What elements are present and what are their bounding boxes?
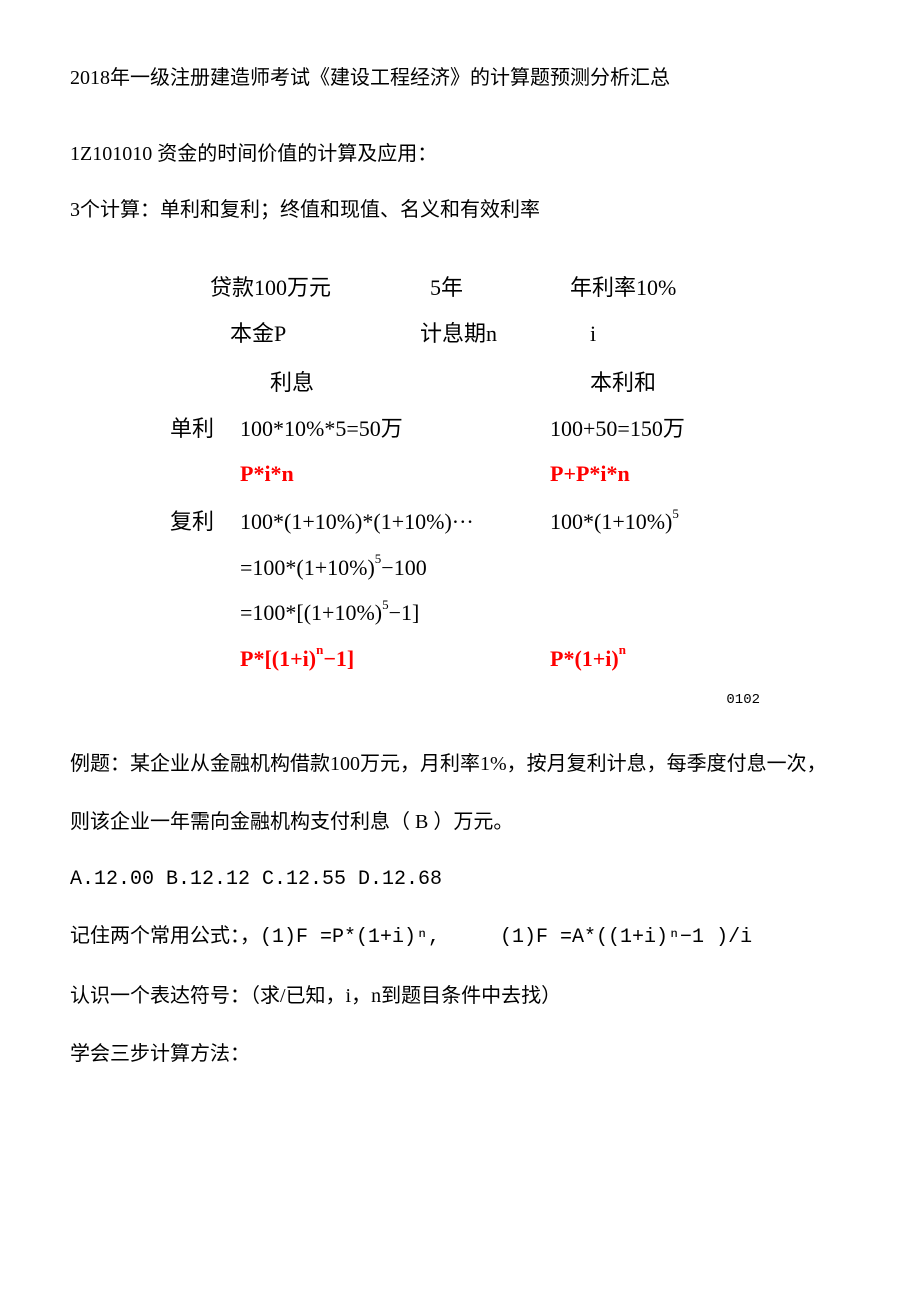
total-header: 本利和 bbox=[590, 363, 740, 403]
compound-interest-formula: P*[(1+i)n−1] bbox=[240, 646, 354, 671]
section-sub: 3个计算：单利和复利；终值和现值、名义和有效利率 bbox=[70, 192, 850, 228]
formula-memorize-line: 记住两个常用公式：，(1)F =P*(1+i)ⁿ, (1)F =A*((1+i)… bbox=[70, 918, 850, 958]
compound-interest-row3: =100*[(1+10%)5−1] bbox=[170, 593, 790, 633]
diagram-header-row1: 贷款100万元 5年 年利率10% bbox=[210, 268, 790, 308]
diagram-header-row2: 本金P 计息期n i bbox=[230, 314, 790, 354]
compound-interest-line3: =100*[(1+10%)5−1] bbox=[240, 593, 550, 633]
compound-interest-line1: 100*(1+10%)*(1+10%)··· bbox=[240, 502, 550, 542]
diagram-column-headers: 利息 本利和 bbox=[270, 363, 790, 403]
example-options: A.12.00 B.12.12 C.12.55 D.12.68 bbox=[70, 860, 850, 900]
example-line1: 例题：某企业从金融机构借款100万元，月利率1%，按月复利计息，每季度付息一次， bbox=[70, 744, 850, 784]
spacer bbox=[170, 639, 240, 679]
loan-amount-label: 贷款100万元 bbox=[210, 268, 430, 308]
method-line: 学会三步计算方法： bbox=[70, 1034, 850, 1074]
spacer bbox=[550, 548, 800, 588]
document-title: 2018年一级注册建造师考试《建设工程经济》的计算题预测分析汇总 bbox=[70, 60, 850, 96]
compound-interest-row2: =100*(1+10%)5−100 bbox=[170, 548, 790, 588]
principal-symbol: 本金P bbox=[230, 314, 420, 354]
spacer bbox=[170, 454, 240, 494]
section-code: 1Z101010 资金的时间价值的计算及应用： bbox=[70, 136, 850, 172]
simple-label: 单利 bbox=[170, 409, 240, 449]
compound-formula-row: P*[(1+i)n−1] P*(1+i)n bbox=[170, 639, 790, 679]
spacer bbox=[170, 548, 240, 588]
symbol-line: 认识一个表达符号：（求/已知，i，n到题目条件中去找） bbox=[70, 976, 850, 1016]
compound-total-calc: 100*(1+10%)5 bbox=[550, 502, 800, 542]
rate-label: 年利率10% bbox=[570, 268, 750, 308]
simple-total-formula: P+P*i*n bbox=[550, 461, 630, 486]
simple-interest-formula: P*i*n bbox=[240, 461, 294, 486]
simple-interest-row: 单利 100*10%*5=50万 100+50=150万 bbox=[170, 409, 790, 449]
compound-total-formula: P*(1+i)n bbox=[550, 646, 626, 671]
spacer bbox=[550, 593, 800, 633]
compound-label: 复利 bbox=[170, 502, 240, 542]
rate-symbol: i bbox=[590, 314, 690, 354]
spacer bbox=[170, 593, 240, 633]
simple-formula-row: P*i*n P+P*i*n bbox=[170, 454, 790, 494]
interest-diagram: 贷款100万元 5年 年利率10% 本金P 计息期n i 利息 本利和 单利 1… bbox=[170, 268, 790, 678]
simple-interest-calc: 100*10%*5=50万 bbox=[240, 409, 550, 449]
interest-header: 利息 bbox=[270, 363, 590, 403]
period-label: 5年 bbox=[430, 268, 570, 308]
compound-interest-row1: 复利 100*(1+10%)*(1+10%)··· 100*(1+10%)5 bbox=[170, 502, 790, 542]
example-line2: 则该企业一年需向金融机构支付利息（ B ）万元。 bbox=[70, 802, 850, 842]
simple-total-calc: 100+50=150万 bbox=[550, 409, 800, 449]
diagram-code: 0102 bbox=[70, 688, 760, 713]
compound-interest-line2: =100*(1+10%)5−100 bbox=[240, 548, 550, 588]
period-symbol: 计息期n bbox=[420, 314, 590, 354]
